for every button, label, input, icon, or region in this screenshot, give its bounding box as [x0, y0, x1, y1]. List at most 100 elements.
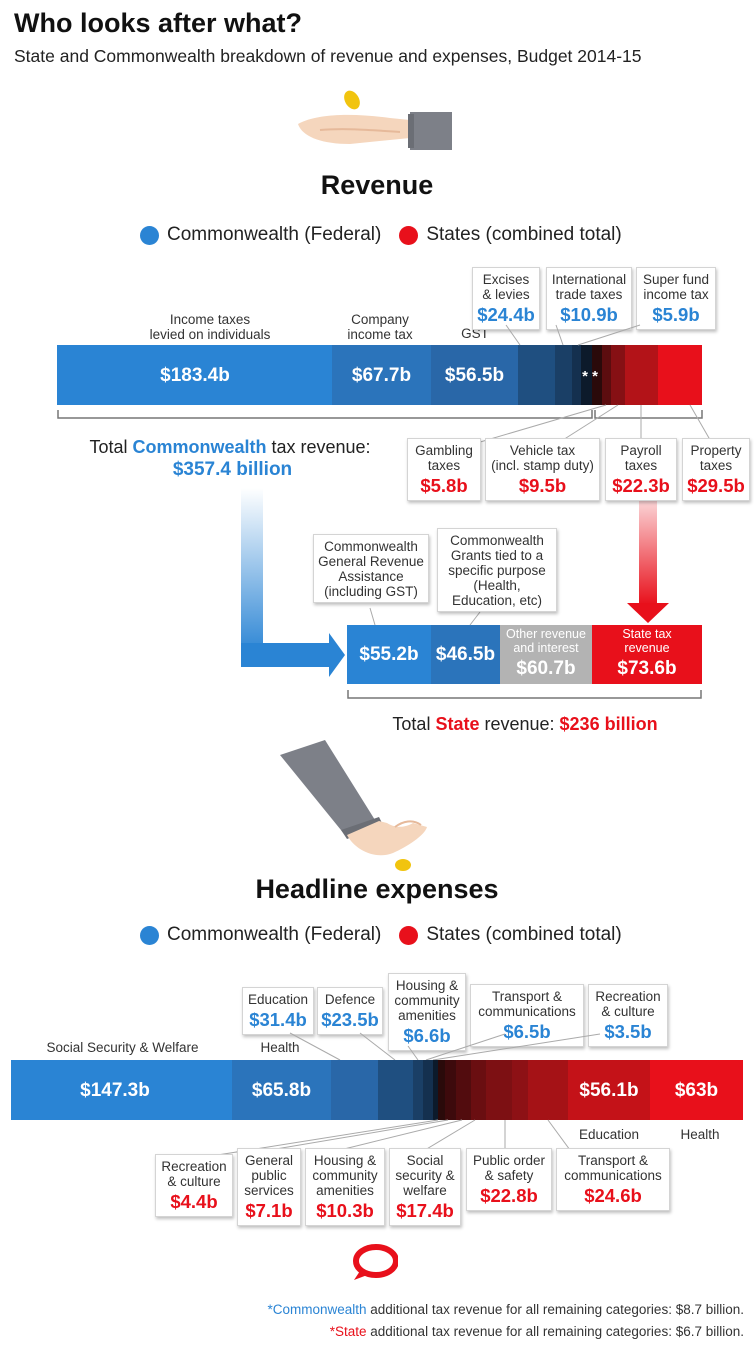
legend-dot-blue: [140, 225, 159, 245]
page-subtitle: State and Commonwealth breakdown of reve…: [14, 46, 642, 66]
callout-public-order: Public order & safety $22.8b: [466, 1148, 552, 1211]
label-line: and interest: [513, 641, 579, 655]
callout-value: $23.5b: [321, 1009, 379, 1030]
label-line: revenue: [624, 641, 670, 655]
callout-value: $3.5b: [604, 1021, 652, 1042]
callout-value: $4.4b: [170, 1191, 218, 1212]
callout-line: International: [551, 272, 627, 287]
callout-line: & culture: [601, 1004, 655, 1019]
exp-seg-extra-st: [471, 1060, 486, 1120]
callout-value: $5.8b: [420, 475, 468, 496]
callout-line: Grants tied to a: [450, 548, 544, 563]
callout-value: $22.8b: [480, 1185, 538, 1206]
callout-line: public: [251, 1168, 287, 1183]
revenue-chart: [57, 324, 714, 699]
callout-line: Recreation: [595, 989, 661, 1004]
legend-label: Commonwealth (Federal): [167, 924, 382, 945]
label-line: State tax: [622, 627, 672, 641]
state-label-statetax: State tax revenue: [592, 627, 702, 655]
callout-line: & culture: [167, 1174, 221, 1189]
callout-grants: Commonwealth Grants tied to a specific p…: [437, 528, 557, 612]
callout-line: (Health,: [473, 578, 521, 593]
callout-vehicle: Vehicle tax (incl. stamp duty) $9.5b: [485, 438, 600, 501]
callout-gambling: Gambling taxes $5.8b: [407, 438, 481, 501]
bar-seg-intl-trade: [555, 345, 572, 405]
revenue-legend: Commonwealth (Federal) States (combined …: [140, 224, 640, 246]
callout-line: Transport &: [491, 989, 563, 1004]
callout-line: & safety: [484, 1168, 534, 1183]
callout-value: $6.6b: [403, 1025, 451, 1046]
callout-line: Social: [406, 1153, 444, 1168]
text: Total: [89, 437, 133, 457]
red-flow-arrow-head: [627, 603, 669, 623]
exp-seg-general-st: [445, 1060, 456, 1120]
page-title: Who looks after what?: [14, 8, 303, 38]
callout-value: $7.1b: [245, 1200, 293, 1221]
leader-line: [269, 1119, 449, 1151]
footnote-text: additional tax revenue for all remaining…: [366, 1324, 744, 1339]
text-highlight: Commonwealth: [132, 437, 267, 457]
callout-transport-cw: Transport & communications $6.5b: [470, 984, 584, 1047]
callout-line: specific purpose: [448, 563, 546, 578]
hand-dropping-coin-icon: [280, 740, 427, 871]
total-commonwealth-label: Total Commonwealth tax revenue:: [60, 437, 400, 458]
callout-line: Education: [247, 992, 309, 1007]
exp-value-health-cw: $65.8b: [251, 1080, 312, 1101]
expenses-chart: [11, 1032, 743, 1158]
label-line: income tax: [347, 327, 413, 342]
callout-line: (incl. stamp duty): [491, 458, 594, 473]
exp-seg-recreation-st: [438, 1060, 445, 1120]
leader-line: [505, 324, 521, 346]
footnote-star: *: [329, 1324, 335, 1339]
callout-line: Assistance: [338, 569, 404, 584]
state-bar-gra: [347, 625, 431, 684]
legend-label: Commonwealth (Federal): [167, 224, 382, 245]
blue-flow-arrow-head: [329, 633, 345, 677]
footnote-highlight: State: [334, 1324, 367, 1339]
callout-line: amenities: [316, 1183, 374, 1198]
leader-line: [425, 1033, 506, 1061]
callout-value: $10.9b: [560, 304, 618, 325]
bar-seg-payroll: [625, 345, 658, 405]
bar-seg-property: [658, 345, 702, 405]
bar-seg-other-cw: [581, 345, 592, 405]
exp-seg-housing-cw: [413, 1060, 423, 1120]
leader-line: [359, 1032, 396, 1061]
bar-seg-vehicle: [611, 345, 625, 405]
callout-social-st: Social security & welfare $17.4b: [389, 1148, 461, 1226]
callout-line: Education, etc): [451, 593, 543, 608]
exp-seg-other-st: [512, 1060, 528, 1120]
callout-line: Recreation: [161, 1159, 227, 1174]
exp-value-education-st: $56.1b: [579, 1080, 639, 1101]
leader-line: [547, 1119, 571, 1151]
callout-line: taxes: [427, 458, 461, 473]
exp-seg-housing-st: [456, 1060, 471, 1120]
callout-value: $31.4b: [249, 1009, 307, 1030]
bar-seg-income-taxes: [57, 345, 332, 405]
state-value-statetax: $73.6b: [617, 658, 677, 679]
bar-value-gst: $56.5b: [444, 365, 505, 386]
bar-seg-super-fund: [572, 345, 581, 405]
footnote-commonwealth: *Commonwealth additional tax revenue for…: [4, 1302, 744, 1317]
leader-line: [555, 324, 564, 346]
asterisk-marks: * *: [582, 368, 598, 385]
legend-item-commonwealth: Commonwealth (Federal): [140, 924, 381, 946]
label-income-taxes: Income taxes levied on individuals: [135, 312, 285, 342]
label-line: Other revenue: [506, 627, 586, 641]
callout-line: Excises: [482, 272, 530, 287]
leader-line: [369, 607, 376, 626]
exp-seg-ssw-cw: [11, 1060, 232, 1120]
label-health-st: Health: [680, 1127, 720, 1142]
commonwealth-bracket: [57, 410, 593, 419]
callout-recreation-cw: Recreation & culture $3.5b: [588, 984, 668, 1047]
state-value-gra: $55.2b: [359, 644, 419, 665]
callout-line: Housing &: [313, 1153, 377, 1168]
callout-value: $24.6b: [584, 1185, 642, 1206]
callout-value: $5.9b: [652, 304, 700, 325]
legend-label: States (combined total): [426, 924, 622, 945]
callout-line: Transport &: [577, 1153, 649, 1168]
legend-dot-blue: [140, 925, 159, 945]
callout-defence: Defence $23.5b: [317, 987, 383, 1035]
label-line: Company: [351, 312, 409, 327]
callout-line: communications: [564, 1168, 662, 1183]
